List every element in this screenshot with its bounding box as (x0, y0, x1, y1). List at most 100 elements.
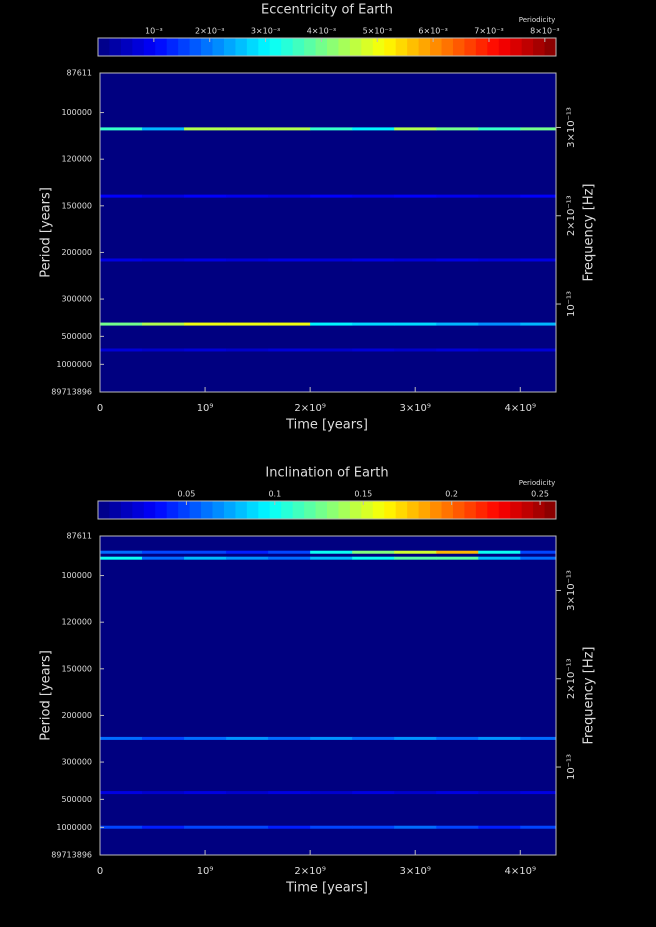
heatmap-cell (394, 258, 437, 262)
colorbar-cell (155, 501, 168, 519)
heatmap-cell (436, 258, 479, 262)
colorbar-cell (235, 501, 248, 519)
heatmap-cell (352, 791, 395, 795)
colorbar-cell (246, 501, 259, 519)
heatmap-cell (478, 791, 521, 795)
y-tick-label: 300000 (61, 758, 92, 767)
heatmap-cell (226, 825, 269, 829)
heatmap-cell (142, 322, 185, 326)
heatmap-cell (478, 550, 521, 554)
heatmap-cell (352, 322, 395, 326)
heatmap-cell (226, 127, 269, 131)
heatmap-cell (520, 556, 557, 560)
colorbar-tick-label: 0.1 (268, 490, 281, 499)
y-tick-label: 89713896 (51, 388, 92, 397)
colorbar-cell (544, 38, 557, 56)
heatmap-cell (100, 550, 143, 554)
colorbar-cell (533, 501, 546, 519)
heatmap-cell (268, 791, 311, 795)
colorbar-cell (407, 38, 420, 56)
heatmap-cell (184, 556, 227, 560)
colorbar-cell (143, 501, 156, 519)
colorbar-cell (201, 501, 213, 519)
heatmap-cell (268, 258, 311, 262)
colorbar-tick-label: 0.2 (445, 490, 458, 499)
heatmap-cell (184, 322, 227, 326)
colorbar-cell (441, 501, 454, 519)
heatmap-cell (478, 736, 521, 740)
heatmap-cell (436, 550, 479, 554)
heatmap-cell (520, 550, 557, 554)
colorbar-cell (281, 38, 294, 56)
y-tick-label: 200000 (61, 248, 92, 257)
colorbar-cell (178, 501, 191, 519)
colorbar-cell (361, 501, 374, 519)
plot-frame (99, 535, 557, 856)
colorbar-frame (97, 500, 557, 520)
heatmap-cell (100, 322, 143, 326)
colorbar-cell (510, 501, 523, 519)
colorbar-cell (452, 501, 465, 519)
heatmap-cell (436, 194, 479, 198)
y-tick-label: 89713896 (51, 851, 92, 860)
colorbar-cell (189, 38, 202, 56)
colorbar-tick-label: 3×10⁻³ (251, 27, 280, 36)
colorbar-cell (441, 38, 454, 56)
colorbar-cell (246, 38, 259, 56)
heatmap-cell (436, 791, 479, 795)
heatmap-cell (310, 736, 353, 740)
heatmap-cell (184, 736, 227, 740)
colorbar-cell (235, 38, 248, 56)
colorbar-cell (98, 38, 110, 56)
heatmap-cell (520, 127, 557, 131)
heatmap-cell (520, 736, 557, 740)
y-tick-label: 120000 (61, 155, 92, 164)
heatmap-cell (352, 258, 395, 262)
heatmap-cell (394, 736, 437, 740)
colorbar-cell (201, 38, 213, 56)
colorbar-cell (372, 501, 385, 519)
heatmap-cell (100, 825, 143, 829)
colorbar-cell (132, 501, 145, 519)
colorbar-cell (395, 38, 408, 56)
colorbar-cell (464, 38, 477, 56)
heatmap-cell (394, 194, 437, 198)
heatmap-cell (184, 194, 227, 198)
colorbar-cell (132, 38, 145, 56)
y2-axis-title: Frequency [Hz] (582, 183, 597, 281)
colorbar-cell (189, 501, 202, 519)
heatmap-cell (394, 550, 437, 554)
heatmap-cell (310, 322, 353, 326)
y2-tick-label: 2×10⁻¹³ (566, 195, 577, 236)
heatmap-cell (226, 322, 269, 326)
y-tick-label: 1000000 (56, 823, 92, 832)
colorbar-label: Periodicity (519, 479, 555, 487)
colorbar-cell (178, 38, 191, 56)
x-tick-label: 2×10⁹ (294, 866, 325, 877)
y-tick-label: 150000 (61, 201, 92, 210)
colorbar-cell (498, 38, 511, 56)
heatmap-cell (310, 825, 353, 829)
colorbar-cell (361, 38, 374, 56)
colorbar-cell (395, 501, 408, 519)
colorbar-cell (521, 38, 534, 56)
colorbar-label: Periodicity (519, 16, 555, 24)
heatmap-cell (268, 194, 311, 198)
colorbar-tick-label: 0.25 (531, 490, 549, 499)
heatmap-cell (478, 348, 521, 352)
colorbar-cell (338, 501, 351, 519)
colorbar-cell (418, 501, 431, 519)
colorbar-cell (349, 501, 362, 519)
heatmap-cell (310, 194, 353, 198)
heatmap-cell (436, 556, 479, 560)
heatmap-cell (352, 825, 395, 829)
plot-background (100, 536, 556, 855)
heatmap-cell (226, 348, 269, 352)
heatmap-cell (142, 550, 185, 554)
colorbar-tick-label: 5×10⁻³ (363, 27, 392, 36)
colorbar-cell (292, 501, 305, 519)
colorbar-cell (212, 501, 225, 519)
colorbar-cell (338, 38, 351, 56)
colorbar-tick-label: 2×10⁻³ (195, 27, 224, 36)
colorbar-cell (269, 501, 282, 519)
